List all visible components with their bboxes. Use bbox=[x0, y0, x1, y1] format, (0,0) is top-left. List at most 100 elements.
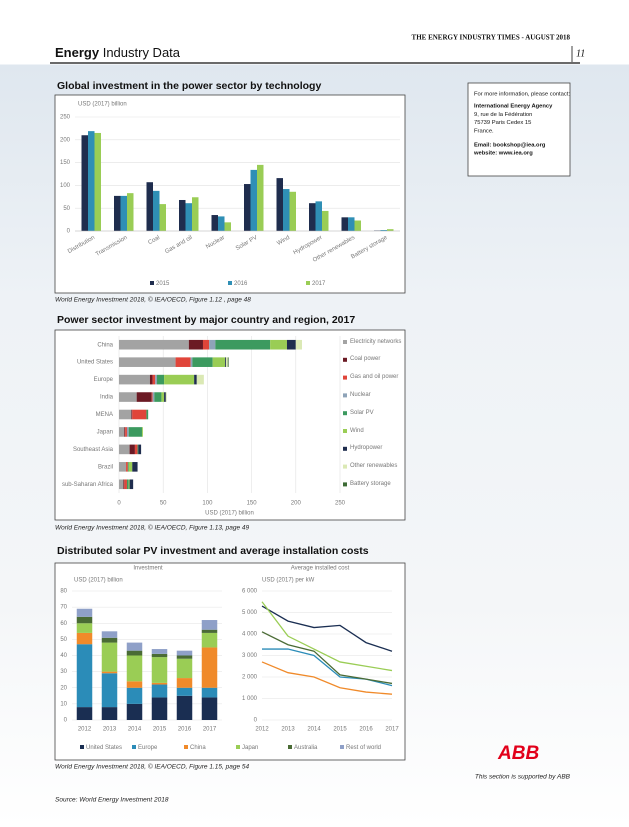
bar-segment bbox=[165, 392, 167, 402]
legend-label: 2016 bbox=[234, 281, 248, 287]
legend-swatch bbox=[228, 281, 232, 285]
legend-label: Gas and oil power bbox=[350, 374, 399, 381]
bar-segment bbox=[151, 697, 168, 720]
bar-segment bbox=[124, 479, 127, 490]
bar-segment bbox=[176, 658, 193, 679]
bar bbox=[257, 164, 264, 231]
bar bbox=[185, 203, 192, 231]
contact-line: International Energy Agency bbox=[474, 104, 553, 110]
y-tick-label: 250 bbox=[60, 115, 71, 121]
contact-line: 75739 Paris Cedex 15 bbox=[474, 120, 531, 126]
bar-segment bbox=[125, 427, 127, 437]
bar-segment bbox=[192, 357, 213, 367]
y-tick-label: 10 bbox=[60, 701, 67, 707]
x-tick-label: 2013 bbox=[103, 727, 117, 733]
legend-label: Battery storage bbox=[350, 480, 391, 487]
bar-segment bbox=[161, 392, 165, 402]
bar-segment bbox=[137, 444, 139, 455]
source-note: Source: World Energy Investment 2018 bbox=[55, 797, 169, 804]
y-tick-label: China bbox=[97, 342, 113, 348]
bar-segment bbox=[151, 682, 168, 685]
bar-segment bbox=[152, 374, 156, 385]
legend-label: Electricity networks bbox=[350, 338, 402, 345]
section-rest: Industry Data bbox=[103, 45, 181, 60]
bar bbox=[289, 191, 296, 231]
bar-segment bbox=[138, 444, 142, 455]
bar bbox=[153, 190, 160, 231]
bar bbox=[341, 217, 348, 231]
bar-segment bbox=[132, 462, 138, 472]
bar bbox=[309, 203, 316, 231]
bar bbox=[315, 201, 322, 231]
bar-segment bbox=[155, 374, 158, 385]
x-tick-label: 2017 bbox=[385, 727, 399, 733]
bar-segment bbox=[201, 632, 218, 648]
y-tick-label: 0 bbox=[254, 718, 258, 724]
bar-segment bbox=[286, 339, 296, 350]
bar-segment bbox=[164, 392, 166, 402]
bar-segment bbox=[128, 427, 142, 437]
bar-segment bbox=[176, 650, 193, 656]
y-tick-label: 80 bbox=[60, 589, 67, 595]
y-axis-label: USD (2017) per kW bbox=[262, 578, 315, 584]
bar-segment bbox=[194, 374, 197, 385]
y-tick-label: India bbox=[100, 395, 114, 401]
y-tick-label: 60 bbox=[60, 621, 67, 627]
bar bbox=[94, 132, 101, 231]
y-tick-label: 200 bbox=[60, 137, 71, 143]
bar-segment bbox=[201, 629, 218, 633]
bar bbox=[88, 131, 95, 231]
bar bbox=[146, 182, 153, 231]
bar-segment bbox=[201, 647, 218, 688]
bar-segment bbox=[225, 357, 228, 367]
y-tick-label: 0 bbox=[67, 229, 71, 235]
bar-segment bbox=[76, 608, 93, 617]
bar-segment bbox=[209, 339, 216, 350]
legend-label: China bbox=[190, 745, 206, 751]
x-tick-label: 100 bbox=[202, 501, 213, 507]
legend-swatch bbox=[184, 745, 188, 749]
line bbox=[261, 661, 393, 695]
y-tick-label: United States bbox=[77, 360, 113, 366]
bar-segment bbox=[215, 339, 271, 350]
bar bbox=[224, 222, 231, 231]
legend-swatch bbox=[132, 745, 136, 749]
bar-segment bbox=[76, 623, 93, 633]
x-tick-label: 2015 bbox=[153, 727, 167, 733]
y-tick-label: Japan bbox=[97, 430, 113, 436]
y-axis-label: USD (2017) billion bbox=[74, 578, 123, 584]
x-tick-label: 250 bbox=[335, 501, 346, 507]
bar-segment bbox=[123, 479, 125, 490]
bar-segment bbox=[76, 632, 93, 645]
legend-swatch bbox=[340, 745, 344, 749]
bar-segment bbox=[201, 687, 218, 698]
x-tick-label: 2017 bbox=[203, 727, 217, 733]
legend-label: Other renewables bbox=[350, 463, 398, 470]
contact-line: Email: bookshop@iea.org bbox=[474, 143, 546, 149]
x-tick-label: 2012 bbox=[255, 727, 269, 733]
bar-segment bbox=[131, 409, 133, 420]
bar-segment bbox=[202, 339, 210, 350]
legend-swatch bbox=[343, 393, 347, 398]
bar-segment bbox=[126, 681, 143, 688]
y-tick-label: 50 bbox=[60, 637, 67, 643]
bar-segment bbox=[201, 620, 218, 630]
page-number: 11 bbox=[576, 48, 585, 59]
bar-segment bbox=[126, 687, 143, 704]
bar-segment bbox=[119, 479, 124, 490]
bar-segment bbox=[149, 374, 153, 385]
y-tick-label: 30 bbox=[60, 669, 67, 675]
bar bbox=[179, 199, 186, 231]
chart-box bbox=[54, 94, 406, 294]
bar-segment bbox=[128, 462, 133, 472]
x-tick-label: 2016 bbox=[359, 727, 373, 733]
bar-segment bbox=[126, 427, 129, 437]
x-tick-label: 2014 bbox=[128, 727, 142, 733]
bar-segment bbox=[151, 649, 168, 654]
bar-segment bbox=[76, 616, 93, 624]
bar bbox=[218, 216, 225, 231]
bar-segment bbox=[119, 357, 176, 367]
legend-swatch bbox=[343, 429, 347, 433]
bar-segment bbox=[101, 642, 118, 672]
